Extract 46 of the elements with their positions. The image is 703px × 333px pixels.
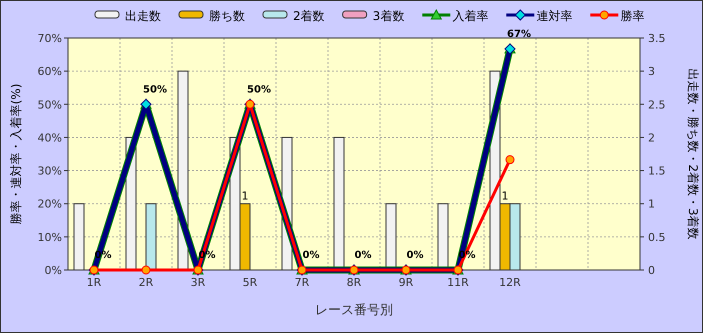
data-label: 1 <box>502 190 508 203</box>
y-tick-label: 60% <box>38 65 62 78</box>
x-tick-label: 2R <box>138 276 154 289</box>
legend-label: 勝ち数 <box>209 9 245 23</box>
y-tick-label: 10% <box>38 230 62 244</box>
y-tick-label: 20% <box>38 198 62 211</box>
y-tick-label: 50% <box>38 98 62 112</box>
y2-tick-label: 0 <box>648 264 655 277</box>
x-tick-label: 3R <box>190 276 206 289</box>
y2-tick-label: 3 <box>648 65 655 78</box>
legend-label: 出走数 <box>125 9 161 23</box>
point <box>142 266 150 274</box>
data-label: 1 <box>242 190 248 203</box>
x-axis-title: レース番号別 <box>315 303 393 318</box>
y2-tick-label: 1 <box>648 198 655 211</box>
point <box>506 155 514 164</box>
x-tick-label: 5R <box>242 276 258 289</box>
x-tick-label: 8R <box>346 276 362 289</box>
y-tick-label: 40% <box>38 131 62 144</box>
x-tick-label: 11R <box>447 276 470 289</box>
y-tick-label: 70% <box>38 32 62 45</box>
x-tick-label: 12R <box>499 276 522 289</box>
data-label: 0% <box>302 250 320 261</box>
data-label: 0% <box>354 250 372 261</box>
data-label: 67% <box>507 28 531 40</box>
y-axis-title: 勝率・連対率・入着率(%) <box>9 84 23 224</box>
y2-tick-label: 3.5 <box>648 32 666 45</box>
y2-tick-label: 1.5 <box>648 164 666 178</box>
legend-label: 勝率 <box>620 9 644 23</box>
legend-label: 入着率 <box>452 9 488 23</box>
legend-label: 2着数 <box>293 9 325 23</box>
x-tick-label: 9R <box>398 276 414 289</box>
y2-tick-label: 0.5 <box>648 230 666 244</box>
x-tick-label: 7R <box>294 276 310 289</box>
y2-axis-title: 出走数・勝ち数・2着数・3着数 <box>686 68 700 240</box>
bar <box>146 203 156 270</box>
legend-label: 3着数 <box>372 9 404 23</box>
y-tick-label: 30% <box>38 164 62 178</box>
y2-tick-label: 2.5 <box>648 98 666 112</box>
data-label: 50% <box>247 84 271 96</box>
legend-label: 連対率 <box>536 9 572 23</box>
y-tick-label: 0% <box>44 264 62 277</box>
x-tick-label: 1R <box>86 276 102 289</box>
data-label: 0% <box>406 250 424 261</box>
data-label: 50% <box>143 84 167 96</box>
y2-tick-label: 2 <box>648 131 655 144</box>
